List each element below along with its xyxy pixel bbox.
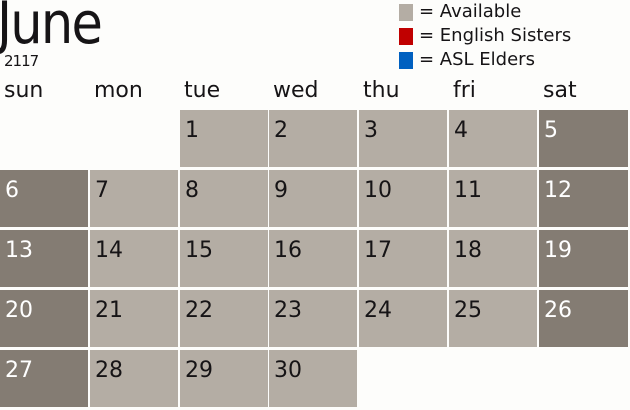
legend-swatch: [399, 27, 413, 45]
weekday-header-tue: tue: [184, 78, 221, 103]
day-number: 26: [544, 298, 572, 323]
year-label: 2117: [4, 52, 39, 70]
day-number: 22: [185, 298, 213, 323]
day-number: 23: [274, 298, 302, 323]
legend-label: = English Sisters: [419, 25, 572, 46]
day-cell-22[interactable]: 22: [180, 290, 268, 347]
day-cell-28[interactable]: 28: [90, 350, 178, 407]
day-cell-26[interactable]: 26: [539, 290, 628, 347]
day-number: 24: [364, 298, 392, 323]
weekday-header-thu: thu: [363, 78, 400, 103]
day-cell-12[interactable]: 12: [539, 170, 628, 227]
day-number: 11: [454, 178, 482, 203]
day-cell-13[interactable]: 13: [0, 230, 88, 287]
day-number: 29: [185, 358, 213, 383]
day-number: 17: [364, 238, 392, 263]
day-number: 27: [5, 358, 33, 383]
day-cell-1[interactable]: 1: [180, 110, 268, 167]
month-title: June: [0, 0, 103, 57]
weekday-header-fri: fri: [453, 78, 476, 103]
day-number: 20: [5, 298, 33, 323]
day-cell-9[interactable]: 9: [269, 170, 357, 227]
day-number: 30: [274, 358, 302, 383]
day-cell-6[interactable]: 6: [0, 170, 88, 227]
day-number: 10: [364, 178, 392, 203]
legend-item-english-sisters: = English Sisters: [399, 24, 571, 48]
day-cell-23[interactable]: 23: [269, 290, 357, 347]
legend-label: = Available: [419, 1, 522, 22]
day-number: 13: [5, 238, 33, 263]
day-number: 8: [185, 178, 199, 203]
legend-swatch: [399, 51, 413, 69]
weekday-header-sun: sun: [4, 78, 44, 103]
day-cell-16[interactable]: 16: [269, 230, 357, 287]
day-cell-29[interactable]: 29: [180, 350, 268, 407]
weekday-header-sat: sat: [543, 78, 577, 103]
day-number: 28: [95, 358, 123, 383]
day-number: 19: [544, 238, 572, 263]
day-cell-27[interactable]: 27: [0, 350, 88, 407]
day-cell-14[interactable]: 14: [90, 230, 178, 287]
day-number: 9: [274, 178, 288, 203]
weekday-header-mon: mon: [94, 78, 143, 103]
day-cell-2[interactable]: 2: [269, 110, 357, 167]
legend-item-asl-elders: = ASL Elders: [399, 48, 571, 72]
day-cell-24[interactable]: 24: [359, 290, 447, 347]
weekday-header-wed: wed: [273, 78, 319, 103]
day-number: 4: [454, 118, 468, 143]
day-number: 18: [454, 238, 482, 263]
legend: = Available = English Sisters = ASL Elde…: [399, 0, 571, 72]
legend-label: = ASL Elders: [419, 49, 535, 70]
legend-swatch: [399, 3, 413, 21]
day-number: 12: [544, 178, 572, 203]
day-number: 16: [274, 238, 302, 263]
day-number: 3: [364, 118, 378, 143]
day-cell-8[interactable]: 8: [180, 170, 268, 227]
day-cell-15[interactable]: 15: [180, 230, 268, 287]
day-cell-4[interactable]: 4: [449, 110, 537, 167]
day-cell-19[interactable]: 19: [539, 230, 628, 287]
day-cell-21[interactable]: 21: [90, 290, 178, 347]
day-number: 6: [5, 178, 19, 203]
day-number: 21: [95, 298, 123, 323]
day-number: 7: [95, 178, 109, 203]
day-cell-17[interactable]: 17: [359, 230, 447, 287]
day-cell-11[interactable]: 11: [449, 170, 537, 227]
day-number: 5: [544, 118, 558, 143]
legend-item-available: = Available: [399, 0, 571, 24]
day-cell-30[interactable]: 30: [269, 350, 357, 407]
day-number: 14: [95, 238, 123, 263]
day-cell-3[interactable]: 3: [359, 110, 447, 167]
day-cell-18[interactable]: 18: [449, 230, 537, 287]
day-cell-20[interactable]: 20: [0, 290, 88, 347]
day-number: 25: [454, 298, 482, 323]
day-number: 15: [185, 238, 213, 263]
day-cell-7[interactable]: 7: [90, 170, 178, 227]
day-cell-5[interactable]: 5: [539, 110, 628, 167]
day-cell-25[interactable]: 25: [449, 290, 537, 347]
day-cell-10[interactable]: 10: [359, 170, 447, 227]
day-number: 2: [274, 118, 288, 143]
day-number: 1: [185, 118, 199, 143]
